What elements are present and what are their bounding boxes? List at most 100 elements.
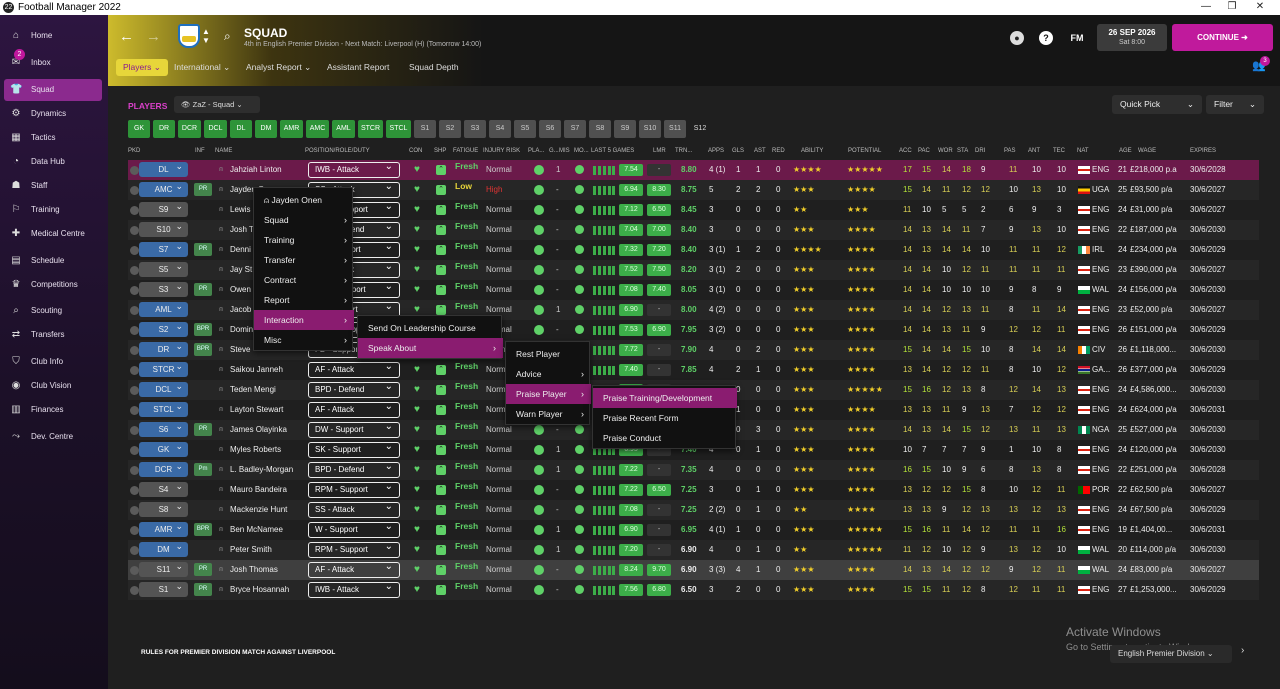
player-name[interactable]: James Olayinka — [230, 425, 287, 434]
minimize-icon[interactable]: — — [1201, 1, 1211, 12]
sidebar-item-dynamics[interactable]: ⚙ Dynamics — [4, 103, 102, 125]
player-name[interactable]: Denni — [230, 245, 251, 254]
position-select[interactable]: S2 — [139, 319, 188, 337]
notifications-icon[interactable]: 👥 3 — [1252, 56, 1270, 72]
column-header[interactable]: ABILITY — [801, 148, 824, 154]
pick-checkbox[interactable] — [130, 226, 139, 235]
table-row[interactable]: DL ⍝ Jahziah Linton IWB - Attack ♥ ⌃ Fresh Norm… — [128, 159, 1259, 180]
column-header[interactable]: MIS — [559, 148, 570, 154]
position-button-s8[interactable]: S8 — [589, 120, 611, 138]
menu-item-send-on-leadership-course[interactable]: Send On Leadership Course — [358, 318, 503, 338]
menu-item-praise-training-development[interactable]: Praise Training/Development — [593, 388, 737, 408]
table-row[interactable]: STCR ⍝ Saikou Janneh AF - Attack ♥ ⌃ Fresh Norm… — [128, 359, 1259, 380]
position-button-s9[interactable]: S9 — [614, 120, 636, 138]
column-header[interactable]: ANT — [1028, 148, 1040, 154]
sidebar-item-training[interactable]: ⚐ Training — [4, 199, 102, 221]
position-button-dcr[interactable]: DCR — [178, 120, 201, 138]
position-button-dm[interactable]: DM — [255, 120, 277, 138]
position-button-amr[interactable]: AMR — [280, 120, 303, 138]
column-header[interactable]: TEC — [1053, 148, 1065, 154]
sidebar-item-competitions[interactable]: ♛ Competitions — [4, 274, 102, 296]
position-button-s1[interactable]: S1 — [414, 120, 436, 138]
pick-checkbox[interactable] — [130, 326, 139, 335]
sidebar-item-scouting[interactable]: ⌕ Scouting — [4, 300, 102, 322]
column-header[interactable]: APPS — [708, 148, 725, 154]
sidebar-item-club-vision[interactable]: ◉ Club Vision — [4, 375, 102, 397]
tab-analyst-report[interactable]: Analyst Report ⌄ — [246, 59, 311, 76]
sidebar-item-staff[interactable]: ☗ Staff — [4, 175, 102, 197]
column-header[interactable]: PLA... — [528, 148, 545, 154]
sidebar-item-tactics[interactable]: ▦ Tactics — [4, 127, 102, 149]
position-button-s4[interactable]: S4 — [489, 120, 511, 138]
player-name[interactable]: Steve — [230, 345, 251, 354]
position-select[interactable]: S8 — [139, 499, 188, 517]
player-name[interactable]: Josh T — [230, 225, 254, 234]
column-header[interactable]: POSITION/ROLE/DUTY — [305, 148, 370, 154]
pick-checkbox[interactable] — [130, 546, 139, 555]
player-name[interactable]: Peter Smith — [230, 545, 272, 554]
position-select[interactable]: S1 — [139, 579, 188, 597]
column-header[interactable]: RED — [772, 148, 785, 154]
table-row[interactable]: S1 PR ⍝ Bryce Hosannah IWB - Attack ♥ ⌃ Fresh No… — [128, 579, 1259, 600]
player-name[interactable]: Bryce Hosannah — [230, 585, 290, 594]
sidebar-item-schedule[interactable]: ▤ Schedule — [4, 250, 102, 272]
position-select[interactable]: DL — [139, 159, 188, 177]
forward-arrow-icon[interactable]: → — [146, 28, 161, 45]
position-select[interactable]: DR — [139, 339, 188, 357]
position-select[interactable]: AMC — [139, 179, 188, 197]
pick-checkbox[interactable] — [130, 406, 139, 415]
continue-button[interactable]: CONTINUE ➜ — [1172, 24, 1273, 51]
table-row[interactable]: GK ⍝ Myles Roberts SK - Support ♥ ⌃ Fresh Norma… — [128, 439, 1259, 460]
column-header[interactable]: NAME — [215, 148, 233, 154]
menu-item-praise-conduct[interactable]: Praise Conduct — [593, 428, 737, 448]
position-button-s3[interactable]: S3 — [464, 120, 486, 138]
position-button-stcl[interactable]: STCL — [386, 120, 411, 138]
close-icon[interactable]: ✕ — [1255, 1, 1265, 12]
sidebar-item-squad[interactable]: 👕 Squad — [4, 79, 102, 101]
club-crest-icon[interactable] — [178, 24, 200, 48]
player-name[interactable]: Josh Thomas — [230, 565, 278, 574]
table-row[interactable]: S11 PR ⍝ Josh Thomas AF - Attack ♥ ⌃ Fresh Norma… — [128, 559, 1259, 580]
role-select[interactable]: AF - Attack — [308, 360, 400, 378]
position-select[interactable]: DCL — [139, 379, 188, 397]
role-select[interactable]: AF - Attack — [308, 560, 400, 578]
position-button-s6[interactable]: S6 — [539, 120, 561, 138]
position-select[interactable]: AMR — [139, 519, 188, 537]
menu-item-misc[interactable]: Misc › — [254, 330, 354, 350]
column-header[interactable]: STA — [957, 148, 969, 154]
pick-checkbox[interactable] — [130, 246, 139, 255]
column-header[interactable]: ACC — [899, 148, 912, 154]
player-name[interactable]: Mauro Bandeira — [230, 485, 287, 494]
sidebar-item-medical-centre[interactable]: ✚ Medical Centre — [4, 223, 102, 245]
table-row[interactable]: S5⍝Jay StAF - Attack♥⌃FreshNormal-7.527.… — [128, 259, 1259, 280]
position-select[interactable]: STCL — [139, 399, 188, 417]
position-select[interactable]: DM — [139, 539, 188, 557]
pick-checkbox[interactable] — [130, 186, 139, 195]
player-name[interactable]: Owen — [230, 285, 251, 294]
pick-checkbox[interactable] — [130, 426, 139, 435]
pick-checkbox[interactable] — [130, 306, 139, 315]
pick-checkbox[interactable] — [130, 266, 139, 275]
tab-assistant-report[interactable]: Assistant Report — [327, 59, 389, 76]
table-row[interactable]: DM ⍝ Peter Smith RPM - Support ♥ ⌃ Fresh Normal… — [128, 539, 1259, 560]
pick-checkbox[interactable] — [130, 566, 139, 575]
column-header[interactable]: POTENTIAL — [848, 148, 882, 154]
position-select[interactable]: S9 — [139, 199, 188, 217]
ball-icon[interactable]: ● — [1010, 31, 1024, 45]
player-name[interactable]: Teden Mengi — [230, 385, 276, 394]
role-select[interactable]: SK - Support — [308, 440, 400, 458]
player-name[interactable]: Lewis — [230, 205, 251, 214]
menu-item-interaction[interactable]: Interaction › — [254, 310, 354, 330]
pick-checkbox[interactable] — [130, 506, 139, 515]
column-header[interactable]: FATIGUE — [453, 148, 479, 154]
column-header[interactable]: NAT — [1077, 148, 1089, 154]
menu-item-praise-recent-form[interactable]: Praise Recent Form — [593, 408, 737, 428]
role-select[interactable]: W - Support — [308, 520, 400, 538]
position-select[interactable]: GK — [139, 439, 188, 457]
role-select[interactable]: AF - Attack — [308, 400, 400, 418]
position-button-s2[interactable]: S2 — [439, 120, 461, 138]
column-header[interactable]: LAST 5 GAMES — [591, 148, 635, 154]
position-select[interactable]: S4 — [139, 479, 188, 497]
player-name[interactable]: Saikou Janneh — [230, 365, 283, 374]
role-select[interactable]: RPM - Support — [308, 480, 400, 498]
